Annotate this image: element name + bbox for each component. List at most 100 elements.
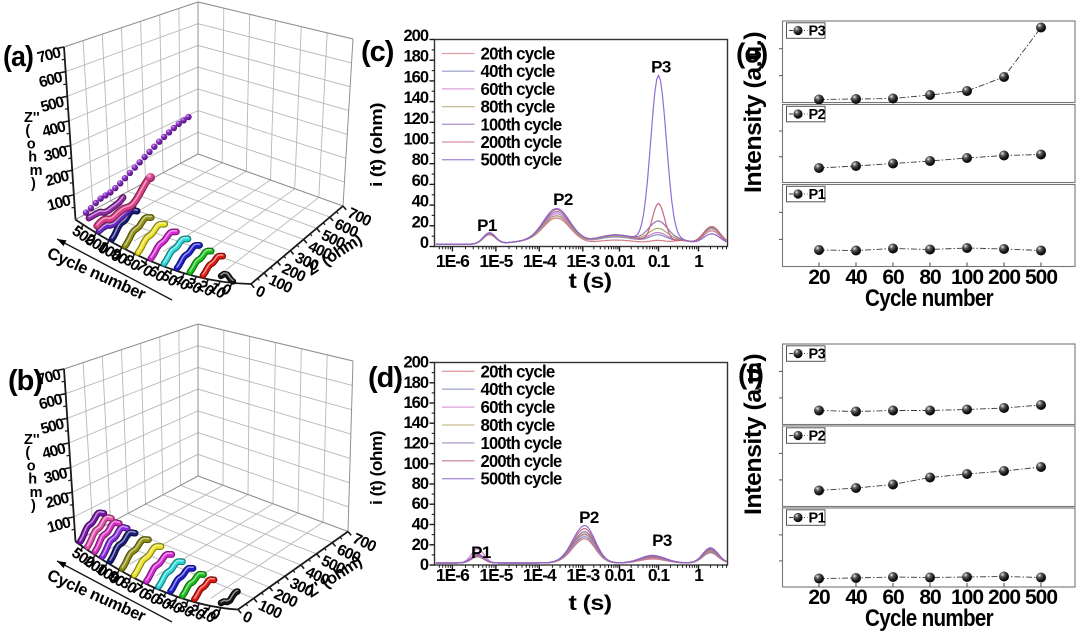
- svg-text:(f): (f): [738, 359, 763, 390]
- svg-text:1E-5: 1E-5: [479, 565, 513, 585]
- svg-text:(c): (c): [361, 36, 394, 68]
- svg-text:60: 60: [412, 495, 429, 513]
- svg-text:100: 100: [403, 131, 428, 149]
- svg-text:100: 100: [45, 514, 72, 536]
- svg-text:1: 1: [694, 565, 704, 585]
- svg-text:0.01: 0.01: [604, 565, 635, 585]
- svg-text:P2: P2: [579, 508, 599, 527]
- svg-text:): ): [31, 176, 36, 192]
- svg-text:500: 500: [1025, 266, 1057, 289]
- svg-text:P3: P3: [652, 531, 672, 550]
- svg-text:P1: P1: [809, 187, 826, 203]
- svg-text:h: h: [28, 150, 37, 166]
- svg-text:o: o: [27, 136, 36, 152]
- svg-text:300: 300: [42, 465, 69, 487]
- svg-text:200th cycle: 200th cycle: [481, 451, 563, 471]
- svg-text:80: 80: [919, 586, 941, 609]
- svg-text:20: 20: [808, 586, 830, 609]
- svg-text:0: 0: [420, 234, 429, 252]
- svg-text:P2: P2: [809, 107, 826, 123]
- svg-text:500: 500: [39, 94, 66, 116]
- svg-text:Intensity (a.u.): Intensity (a.u.): [740, 354, 767, 515]
- svg-text:80: 80: [919, 266, 941, 289]
- svg-text:300: 300: [42, 143, 69, 165]
- svg-text:200: 200: [988, 266, 1020, 289]
- svg-text:P3: P3: [809, 347, 826, 363]
- svg-text:500: 500: [39, 416, 66, 438]
- svg-text:Intensity (a.u.): Intensity (a.u.): [740, 32, 767, 193]
- svg-text:t (s): t (s): [569, 592, 612, 615]
- svg-text:(: (: [25, 445, 30, 461]
- svg-text:160: 160: [403, 394, 428, 412]
- svg-text:80: 80: [412, 475, 429, 493]
- svg-text:(: (: [25, 123, 30, 139]
- svg-text:20th cycle: 20th cycle: [481, 44, 556, 64]
- svg-text:60: 60: [882, 586, 904, 609]
- svg-text:160: 160: [403, 68, 428, 86]
- svg-text:1E-6: 1E-6: [436, 251, 470, 271]
- svg-text:200: 200: [403, 354, 428, 372]
- svg-text:m: m: [30, 485, 43, 501]
- svg-text:200: 200: [988, 586, 1020, 609]
- svg-text:100th cycle: 100th cycle: [481, 433, 563, 453]
- svg-text:120: 120: [403, 110, 428, 128]
- svg-text:100th cycle: 100th cycle: [481, 114, 563, 134]
- svg-text:80th cycle: 80th cycle: [481, 97, 556, 117]
- svg-text:20: 20: [412, 213, 429, 231]
- svg-text:(b): (b): [8, 365, 42, 397]
- svg-text:1E-4: 1E-4: [523, 251, 557, 271]
- svg-text:60th cycle: 60th cycle: [481, 79, 556, 99]
- svg-text:1E-6: 1E-6: [436, 565, 470, 585]
- svg-text:100: 100: [951, 586, 983, 609]
- svg-text:600: 600: [37, 391, 64, 413]
- svg-text:(a): (a): [3, 41, 33, 73]
- svg-text:Cycle number: Cycle number: [865, 605, 993, 632]
- svg-text:P3: P3: [651, 58, 671, 77]
- svg-text:1E-3: 1E-3: [566, 565, 600, 585]
- svg-text:120: 120: [403, 435, 428, 453]
- svg-text:i (t) (ohm): i (t) (ohm): [367, 431, 386, 505]
- svg-text:180: 180: [403, 374, 428, 392]
- svg-text:1E-3: 1E-3: [566, 251, 600, 271]
- svg-text:700: 700: [36, 44, 63, 66]
- svg-text:40: 40: [845, 586, 867, 609]
- svg-text:20: 20: [808, 266, 830, 289]
- svg-text:o: o: [27, 458, 36, 474]
- svg-text:200th cycle: 200th cycle: [481, 132, 563, 152]
- svg-text:Z'': Z'': [24, 110, 40, 126]
- svg-text:200: 200: [44, 490, 71, 512]
- svg-text:0.1: 0.1: [648, 565, 671, 585]
- svg-text:P3: P3: [809, 24, 826, 40]
- svg-text:Cycle number: Cycle number: [865, 285, 993, 312]
- svg-text:40th cycle: 40th cycle: [481, 61, 556, 81]
- svg-text:700: 700: [36, 366, 63, 388]
- svg-text:0: 0: [420, 556, 429, 574]
- svg-text:1E-5: 1E-5: [479, 251, 513, 271]
- svg-text:P1: P1: [471, 543, 491, 562]
- svg-text:40: 40: [412, 516, 429, 534]
- svg-text:100: 100: [951, 266, 983, 289]
- svg-text:100: 100: [45, 192, 72, 214]
- svg-text:1: 1: [694, 251, 704, 271]
- svg-text:200: 200: [44, 168, 71, 190]
- svg-text:40th cycle: 40th cycle: [481, 379, 556, 399]
- svg-text:600: 600: [37, 69, 64, 91]
- svg-text:200: 200: [403, 27, 428, 45]
- svg-text:m: m: [30, 163, 43, 179]
- svg-text:100: 100: [403, 455, 428, 473]
- svg-text:400: 400: [40, 118, 67, 140]
- svg-text:60: 60: [882, 266, 904, 289]
- svg-text:i (t) (ohm): i (t) (ohm): [367, 103, 386, 187]
- svg-text:60: 60: [412, 172, 429, 190]
- svg-text:h: h: [28, 472, 37, 488]
- svg-text:P2: P2: [809, 429, 826, 445]
- svg-text:40: 40: [845, 266, 867, 289]
- svg-text:80: 80: [412, 151, 429, 169]
- svg-text:(e): (e): [736, 38, 767, 69]
- svg-text:40: 40: [412, 193, 429, 211]
- svg-text:140: 140: [403, 414, 428, 432]
- svg-text:20: 20: [412, 536, 429, 554]
- svg-text:20th cycle: 20th cycle: [481, 361, 556, 381]
- svg-text:500: 500: [1025, 586, 1057, 609]
- svg-text:t (s): t (s): [569, 270, 612, 293]
